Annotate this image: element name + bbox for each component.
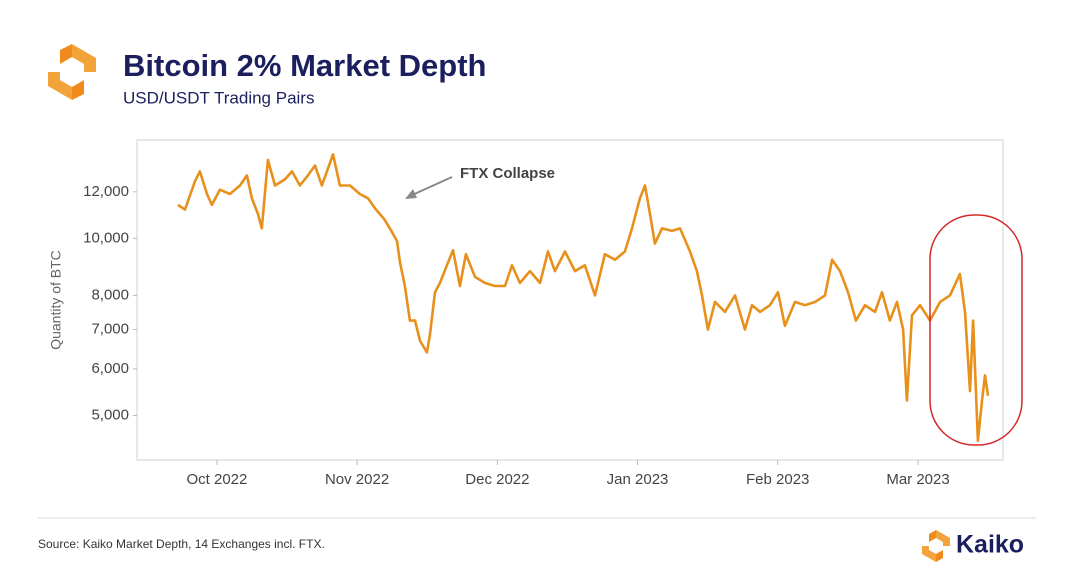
annotation-arrow [409,176,453,197]
y-tick-label: 10,000 [83,229,129,246]
source-note: Source: Kaiko Market Depth, 14 Exchanges… [38,537,325,551]
x-tick-label: Feb 2023 [746,471,809,488]
brand-icon [922,530,950,562]
annotation-arrowhead [405,189,417,199]
y-tick-label: 6,000 [91,360,129,377]
logo-icon [48,44,96,100]
annotation: FTX Collapse [460,165,555,182]
highlight-ellipse [929,214,1023,446]
plot-frame [136,139,1004,461]
y-tick-label: 5,000 [91,406,129,423]
brand-name: Kaiko [956,531,1024,559]
y-tick-label: 8,000 [91,286,129,303]
x-tick-label: Jan 2023 [607,471,669,488]
y-tick-label: 7,000 [91,320,129,337]
plot-area: 5,000 6,000 7,000 8,000 10,000 12,000 Oct 2022… [83,153,990,488]
chart-title: Bitcoin 2% Market Depth [123,48,486,83]
x-tick-label: Mar 2023 [886,471,949,488]
y-axis-label: Quantity of BTC [48,250,64,350]
y-tick-label: 12,000 [83,183,129,200]
chart-subtitle: USD/USDT Trading Pairs [123,88,314,107]
x-tick-label: Nov 2022 [325,471,389,488]
x-tick-label: Dec 2022 [465,471,529,488]
data-line [177,153,990,442]
x-tick-label: Oct 2022 [186,471,247,488]
